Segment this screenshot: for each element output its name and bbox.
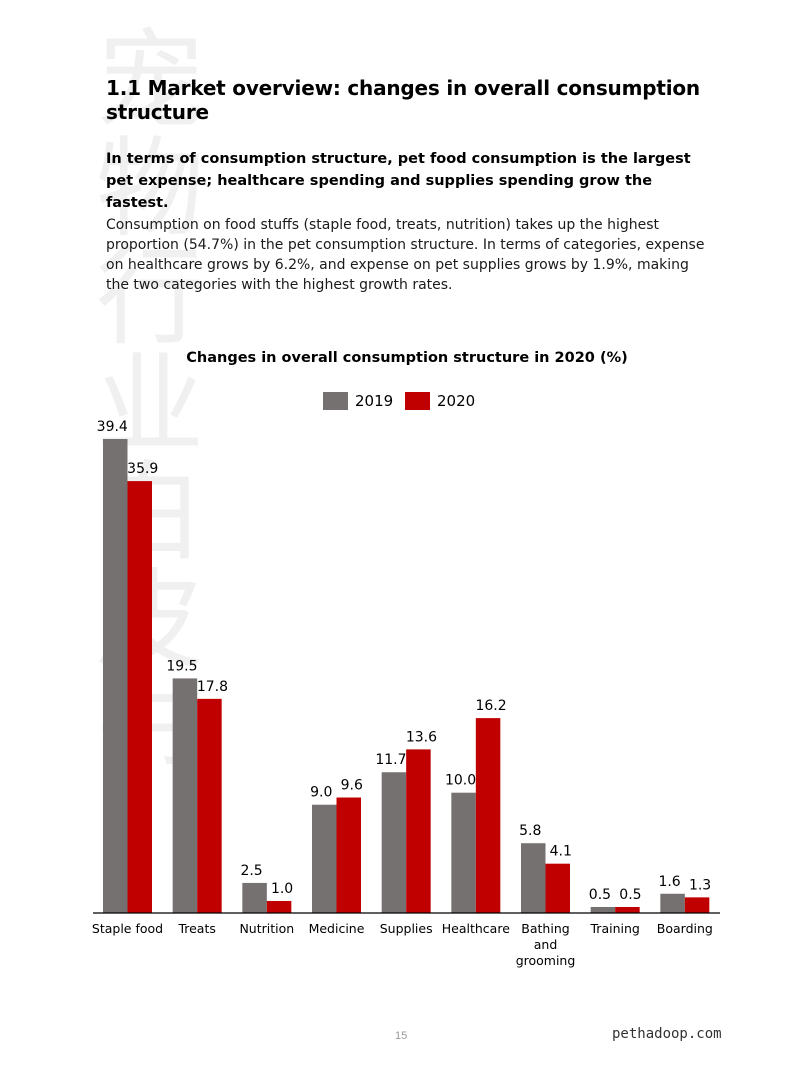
data-label-2020-4: 13.6 [406,729,437,745]
bar-2019-5 [451,792,476,913]
data-label-2020-1: 17.8 [197,679,228,695]
bar-2020-6 [545,863,570,913]
category-label-5: Healthcare [442,921,510,936]
bar-2019-4 [381,772,407,913]
data-label-2019-6: 5.8 [519,823,541,839]
data-label-2020-6: 4.1 [550,844,572,860]
bar-2020-4 [406,749,431,913]
bar-2020-8 [684,897,710,913]
data-label-2020-2: 1.0 [271,881,293,897]
data-label-2019-0: 39.4 [97,419,128,435]
section-subheading: In terms of consumption structure, pet f… [106,151,691,211]
category-label-8: Boarding [657,921,713,936]
bar-2020-7 [615,906,640,913]
bar-2019-8 [660,893,685,913]
legend-label-2019: 2019 [355,392,393,410]
data-label-2019-5: 10.0 [445,773,476,789]
page-title: 1.1 Market overview: changes in overall … [106,76,700,124]
chart-title: Changes in overall consumption structure… [186,350,627,366]
bar-2020-0 [127,481,152,913]
data-label-2020-8: 1.3 [689,877,711,893]
data-label-2020-0: 35.9 [127,461,158,477]
bar-2020-1 [197,698,222,913]
site-url: pethadoop.com [612,1026,722,1042]
data-label-2019-1: 19.5 [166,658,197,674]
bar-2020-5 [475,718,501,913]
category-label-2: Nutrition [239,921,294,936]
bar-2019-0 [103,439,128,913]
bar-2020-2 [266,900,292,913]
bar-2019-2 [242,882,267,913]
data-label-2019-7: 0.5 [589,887,611,903]
bar-2019-7 [590,906,616,913]
legend-swatch-2020 [405,392,430,410]
data-label-2019-3: 9.0 [310,785,332,801]
category-label-7: Training [590,921,640,936]
category-label-0: Staple food [92,921,163,936]
body-paragraph: Consumption on food stuffs (staple food,… [106,217,705,293]
category-label-4: Supplies [380,921,433,936]
data-label-2020-5: 16.2 [475,698,506,714]
data-label-2020-7: 0.5 [619,887,641,903]
bar-2019-1 [172,678,198,913]
bar-2019-6 [521,843,546,913]
legend-swatch-2019 [323,392,348,410]
category-label-6: Bathing and grooming [516,921,576,968]
data-label-2019-4: 11.7 [375,752,406,768]
legend-label-2020: 2020 [437,392,475,410]
category-label-1: Treats [177,921,215,936]
page-number: 15 [395,1030,408,1042]
bar-2019-3 [312,804,337,913]
data-label-2019-8: 1.6 [658,874,680,890]
data-label-2020-3: 9.6 [341,778,363,794]
data-label-2019-2: 2.5 [240,863,262,879]
category-label-3: Medicine [309,921,365,936]
bar-2020-3 [336,797,361,913]
